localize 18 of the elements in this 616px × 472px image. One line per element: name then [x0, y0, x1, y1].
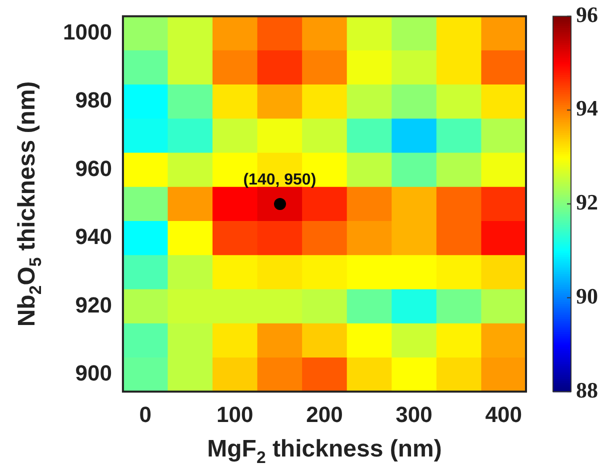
- y-tick-label: 1000: [62, 19, 112, 44]
- x-tick-label: 100: [216, 402, 254, 427]
- x-tick-label: 400: [485, 402, 522, 427]
- color-bar-label: 96: [576, 2, 598, 27]
- y-tick-label: 920: [75, 292, 112, 318]
- x-tick-label: 0: [139, 402, 152, 427]
- color-bar-label: 90: [576, 283, 598, 308]
- color-bar-label: 94: [576, 96, 598, 121]
- x-tick-label: 300: [396, 402, 432, 427]
- color-bar-label: 92: [576, 190, 598, 215]
- color-bar-label: 88: [576, 377, 598, 402]
- y-tick-label: 900: [75, 360, 112, 386]
- y-tick-label: 980: [75, 88, 112, 113]
- annotation: (140, 950): [243, 171, 316, 188]
- x-tick-label: 200: [306, 402, 343, 427]
- y-tick-label: 960: [75, 156, 112, 181]
- y-axis-title: Nb2O5 thickness (nm): [14, 81, 46, 327]
- y-tick-label: 940: [75, 224, 112, 250]
